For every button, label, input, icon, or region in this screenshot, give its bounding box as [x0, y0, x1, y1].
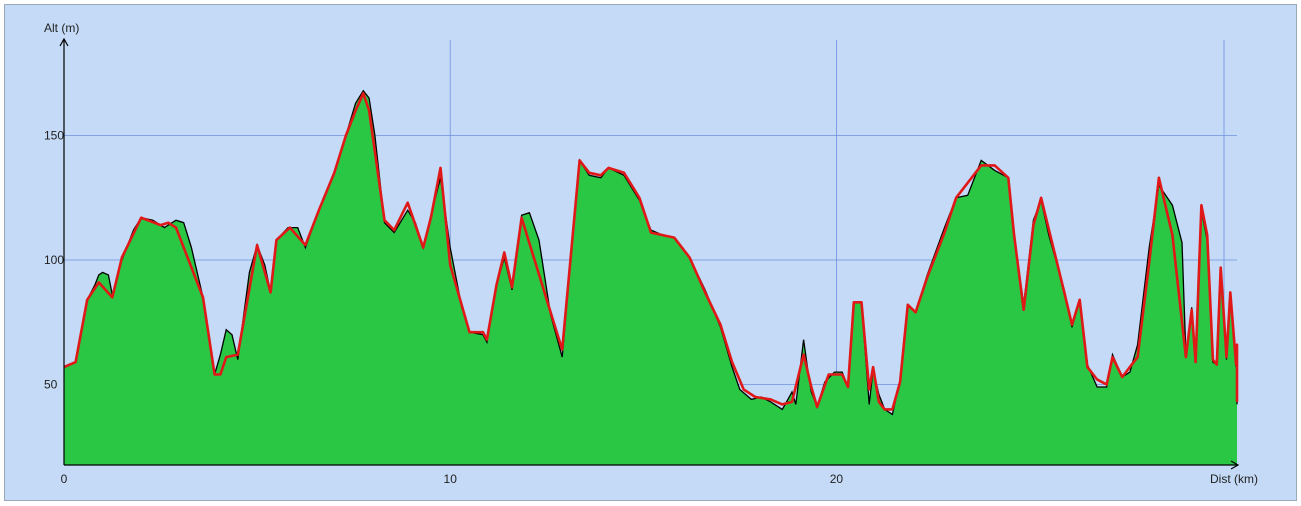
smoothed-profile-line	[63, 91, 1239, 411]
y-axis-arrow	[59, 37, 69, 47]
axes	[59, 37, 1240, 470]
y-axis-label: Alt (m)	[44, 21, 79, 35]
tick-labels: 50 100 150 0 10 20	[44, 129, 843, 487]
x-axis-label: Dist (km)	[1210, 472, 1258, 486]
y-tick-label: 50	[44, 378, 58, 392]
y-tick-label: 100	[44, 253, 64, 267]
x-tick-label: 0	[61, 472, 68, 486]
x-tick-label: 20	[830, 472, 844, 486]
x-axis-arrow	[1230, 460, 1240, 470]
altitude-area-fill	[64, 90, 1237, 465]
y-tick-label: 150	[44, 129, 64, 143]
chart-frame	[4, 4, 1297, 501]
x-tick-label: 10	[444, 472, 458, 486]
